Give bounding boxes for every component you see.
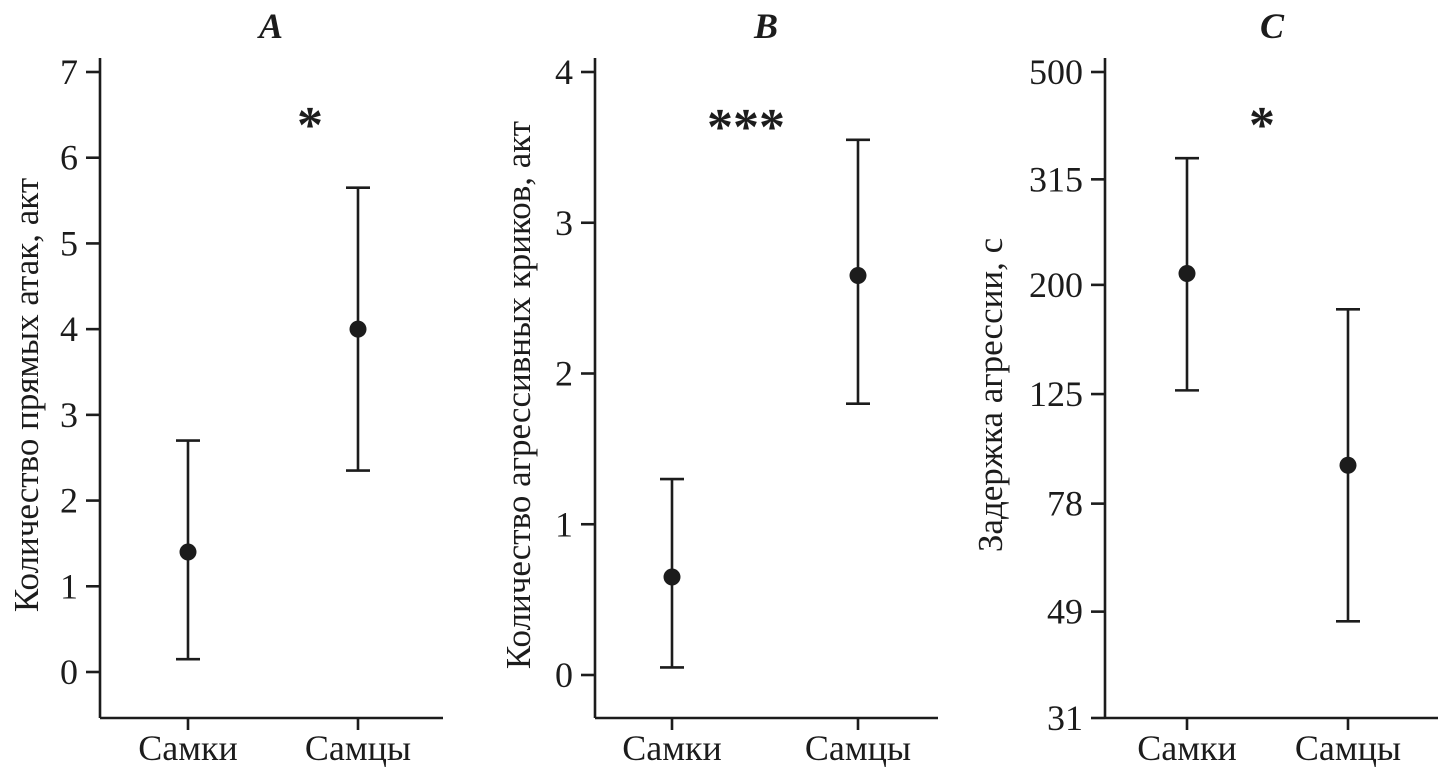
y-tick-label: 1 xyxy=(60,566,78,606)
y-axis-label: Количество агрессивных криков, акт xyxy=(499,121,538,669)
y-tick-label: 5 xyxy=(60,223,78,263)
x-category-label: Самцы xyxy=(805,728,911,768)
y-axis-label: Задержка агрессии, с xyxy=(971,238,1010,552)
chart-panel-c: 500 315 200 125 78 49 31 Самки Самцы C Задержка аг… xyxy=(960,0,1441,776)
y-tick-label: 7 xyxy=(60,52,78,92)
significance-marker: * xyxy=(297,97,323,154)
panel-title: B xyxy=(753,6,778,46)
significance-marker: * xyxy=(1249,97,1275,154)
y-tick-label: 78 xyxy=(1047,484,1083,524)
y-tick-label: 3 xyxy=(60,395,78,435)
y-tick-label: 125 xyxy=(1029,374,1083,414)
mean-point xyxy=(349,320,367,338)
y-tick-label: 200 xyxy=(1029,265,1083,305)
mean-point xyxy=(1178,265,1196,283)
x-category-label: Самки xyxy=(1137,728,1237,768)
y-axis-label: Количество прямых атак, акт xyxy=(7,178,46,612)
y-tick-label: 4 xyxy=(555,52,573,92)
mean-point xyxy=(849,267,867,285)
x-category-label: Самцы xyxy=(1295,728,1401,768)
mean-point xyxy=(1339,456,1357,474)
y-tick-label: 0 xyxy=(60,652,78,692)
y-tick-label: 0 xyxy=(555,655,573,695)
y-tick-label: 31 xyxy=(1047,698,1083,738)
x-category-label: Самки xyxy=(622,728,722,768)
chart-panel-b: 0 1 2 3 4 Самки Самцы B Количество агрессивных к… xyxy=(490,0,960,776)
mean-point xyxy=(179,543,197,561)
y-tick-label: 500 xyxy=(1029,52,1083,92)
mean-point xyxy=(663,568,681,586)
y-tick-label: 3 xyxy=(555,203,573,243)
y-tick-label: 2 xyxy=(60,481,78,521)
y-tick-label: 2 xyxy=(555,354,573,394)
y-tick-label: 1 xyxy=(555,504,573,544)
y-tick-label: 4 xyxy=(60,309,78,349)
y-tick-label: 315 xyxy=(1029,159,1083,199)
significance-marker: *** xyxy=(707,99,785,156)
y-tick-label: 6 xyxy=(60,138,78,178)
x-category-label: Самцы xyxy=(305,728,411,768)
panel-title: C xyxy=(1260,6,1285,46)
panel-title: A xyxy=(257,6,283,46)
x-category-label: Самки xyxy=(138,728,238,768)
y-tick-label: 49 xyxy=(1047,592,1083,632)
chart-svg-A: 0 1 2 3 4 5 6 7 Самки Самцы A Количество прямых ата… xyxy=(7,6,443,768)
chart-panel-a: 0 1 2 3 4 5 6 7 Самки Самцы A Количество прямых ата… xyxy=(0,0,490,776)
chart-svg-B: 0 1 2 3 4 Самки Самцы B Количество агрессивных к… xyxy=(499,6,938,768)
chart-svg-C: 500 315 200 125 78 49 31 Самки Самцы C Задержка аг… xyxy=(971,6,1438,768)
